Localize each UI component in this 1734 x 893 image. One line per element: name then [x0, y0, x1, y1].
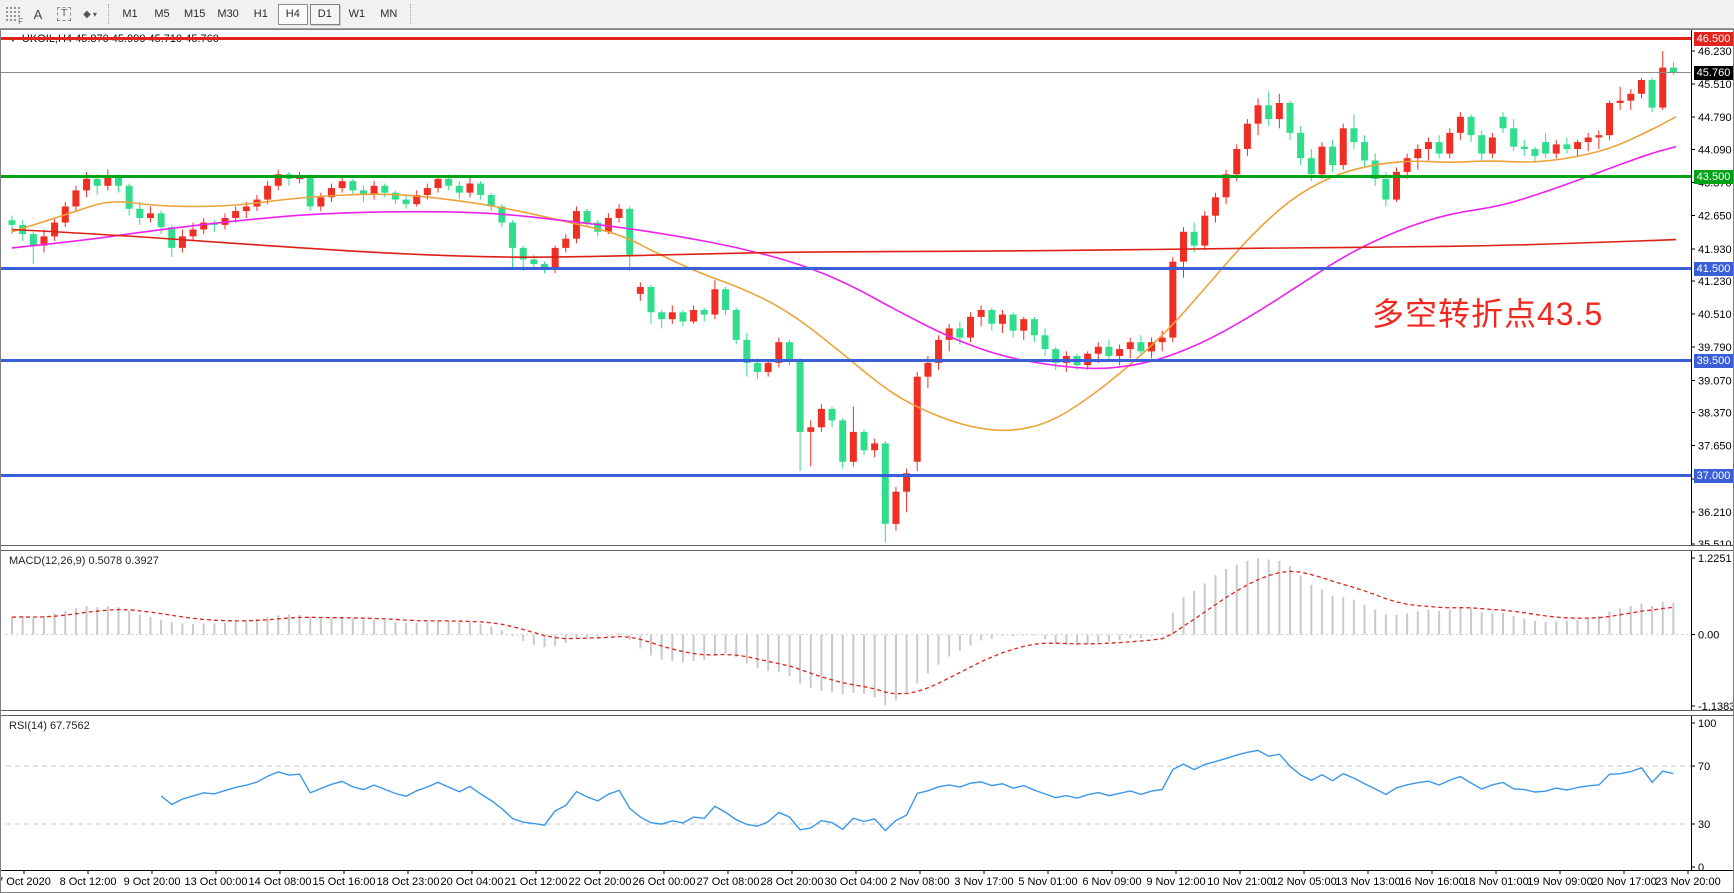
svg-text:40.510: 40.510	[1698, 309, 1732, 321]
svg-text:3 Nov 17:00: 3 Nov 17:00	[954, 876, 1013, 888]
toolbar-separator	[409, 4, 411, 24]
price-axis[interactable]	[1691, 29, 1734, 870]
timeframe-button-h4[interactable]: H4	[277, 3, 308, 25]
svg-text:14 Oct 08:00: 14 Oct 08:00	[249, 876, 312, 888]
resistance-line-46500[interactable]	[0, 37, 1691, 41]
svg-text:0.00: 0.00	[1698, 630, 1719, 642]
svg-text:27 Oct 08:00: 27 Oct 08:00	[697, 876, 760, 888]
svg-text:44.090: 44.090	[1698, 144, 1732, 156]
toolbar-grip-icon[interactable]: F	[5, 6, 23, 26]
svg-text:100: 100	[1698, 718, 1716, 730]
timeframe-button-m1[interactable]: M1	[115, 4, 145, 25]
svg-text:39.070: 39.070	[1698, 375, 1732, 387]
text-label-tool-button[interactable]: A	[25, 3, 51, 25]
timeframe-button-h1[interactable]: H1	[246, 4, 276, 25]
svg-text:0: 0	[1698, 862, 1704, 874]
svg-text:70: 70	[1698, 761, 1710, 773]
svg-text:20 Oct 04:00: 20 Oct 04:00	[441, 876, 504, 888]
svg-text:18 Nov 01:00: 18 Nov 01:00	[1463, 876, 1528, 888]
svg-text:20 Nov 17:00: 20 Nov 17:00	[1591, 876, 1656, 888]
chevron-down-icon: ▾	[92, 9, 97, 19]
svg-text:41.930: 41.930	[1698, 244, 1732, 256]
svg-text:10 Nov 21:00: 10 Nov 21:00	[1207, 876, 1272, 888]
svg-text:23 Nov 20:00: 23 Nov 20:00	[1655, 876, 1720, 888]
svg-text:21 Oct 12:00: 21 Oct 12:00	[505, 876, 568, 888]
svg-text:16 Nov 16:00: 16 Nov 16:00	[1399, 876, 1464, 888]
pane-separator[interactable]	[0, 545, 1734, 551]
timeframe-button-m15[interactable]: M15	[179, 4, 210, 25]
svg-text:39.790: 39.790	[1698, 342, 1732, 354]
svg-text:9 Nov 12:00: 9 Nov 12:00	[1146, 876, 1205, 888]
price-badge-43.500: 43.500	[1694, 169, 1733, 184]
timeframe-button-mn[interactable]: MN	[374, 4, 404, 25]
svg-text:12 Nov 05:00: 12 Nov 05:00	[1271, 876, 1336, 888]
svg-text:2 Nov 08:00: 2 Nov 08:00	[890, 876, 949, 888]
svg-text:6 Nov 09:00: 6 Nov 09:00	[1082, 876, 1141, 888]
svg-text:13 Nov 13:00: 13 Nov 13:00	[1335, 876, 1400, 888]
svg-text:26 Oct 00:00: 26 Oct 00:00	[633, 876, 696, 888]
svg-text:42.650: 42.650	[1698, 211, 1732, 223]
svg-text:41.230: 41.230	[1698, 276, 1732, 288]
text-box-icon: T	[56, 7, 72, 21]
price-badge-39.500: 39.500	[1694, 353, 1733, 368]
svg-text:13 Oct 00:00: 13 Oct 00:00	[185, 876, 248, 888]
text-box-tool-button[interactable]: T	[51, 3, 77, 25]
svg-text:44.790: 44.790	[1698, 112, 1732, 124]
svg-text:-1.1383: -1.1383	[1698, 701, 1734, 713]
svg-text:38.370: 38.370	[1698, 408, 1732, 420]
svg-text:46.230: 46.230	[1698, 46, 1732, 58]
svg-text:36.210: 36.210	[1698, 507, 1732, 519]
svg-text:9 Oct 20:00: 9 Oct 20:00	[124, 876, 181, 888]
letter-a-icon: A	[33, 6, 43, 22]
price-badge-45.760: 45.760	[1694, 65, 1733, 80]
svg-text:19 Nov 09:00: 19 Nov 09:00	[1527, 876, 1592, 888]
svg-text:8 Oct 12:00: 8 Oct 12:00	[60, 876, 117, 888]
shapes-icon: ◆	[83, 8, 91, 20]
svg-text:45.510: 45.510	[1698, 79, 1732, 91]
svg-text:37.650: 37.650	[1698, 441, 1732, 453]
shapes-tool-button[interactable]: ◆ ▾	[77, 3, 103, 25]
chart-annotation-text[interactable]: 多空转折点43.5	[1372, 296, 1604, 332]
timeframe-button-w1[interactable]: W1	[342, 4, 372, 25]
svg-text:18 Oct 23:00: 18 Oct 23:00	[377, 876, 440, 888]
svg-text:1.2251: 1.2251	[1698, 553, 1732, 565]
macd-indicator-label: MACD(12,26,9) 0.5078 0.3927	[9, 555, 159, 567]
time-axis[interactable]	[0, 870, 1734, 893]
svg-text:22 Oct 20:00: 22 Oct 20:00	[569, 876, 632, 888]
timeframe-button-m30[interactable]: M30	[212, 4, 243, 25]
svg-text:30 Oct 04:00: 30 Oct 04:00	[825, 876, 888, 888]
timeframe-toolbar: M1 M5 M15 M30 H1 H4 D1 W1 MN	[114, 3, 405, 25]
svg-text:15 Oct 16:00: 15 Oct 16:00	[313, 876, 376, 888]
svg-text:5 Nov 01:00: 5 Nov 01:00	[1018, 876, 1077, 888]
toolbar-separator	[108, 4, 109, 24]
pane-separator[interactable]	[0, 710, 1734, 716]
svg-text:28 Oct 20:00: 28 Oct 20:00	[761, 876, 824, 888]
price-badge-46.500: 46.500	[1694, 31, 1733, 46]
timeframe-button-m5[interactable]: M5	[147, 4, 177, 25]
price-badge-41.500: 41.500	[1694, 261, 1733, 276]
svg-text:30: 30	[1698, 819, 1710, 831]
timeframe-button-d1[interactable]: D1	[309, 3, 340, 25]
svg-text:7 Oct 2020: 7 Oct 2020	[0, 876, 51, 888]
rsi-indicator-label: RSI(14) 67.7562	[9, 720, 90, 732]
price-badge-37.000: 37.000	[1694, 468, 1733, 483]
toolbar: F A T ◆ ▾ M1 M5 M15 M30 H1 H4 D1 W1 MN	[0, 0, 1734, 29]
